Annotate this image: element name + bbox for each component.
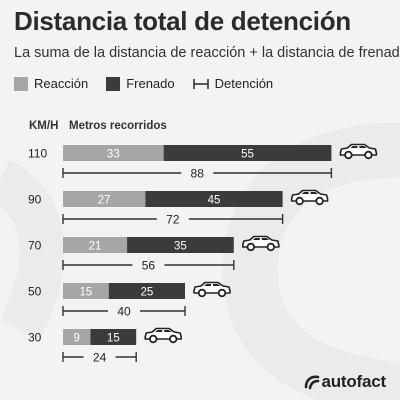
car-icon-90 (292, 191, 328, 205)
label-detencion-50: 40 (117, 305, 131, 319)
speed-label-30: 30 (28, 331, 42, 345)
label-frenado-70: 35 (174, 241, 187, 253)
speed-label-70: 70 (28, 239, 42, 253)
car-icon-30 (145, 329, 181, 343)
label-frenado-90: 45 (208, 195, 221, 207)
speed-label-90: 90 (28, 193, 42, 207)
car-icon-70 (243, 237, 279, 251)
label-detencion-110: 88 (191, 167, 205, 181)
label-detencion-30: 24 (93, 351, 107, 365)
speed-label-50: 50 (28, 285, 42, 299)
label-frenado-110: 55 (241, 149, 254, 161)
speed-label-110: 110 (28, 147, 47, 161)
label-reaccion-30: 9 (74, 333, 80, 345)
brand-name: autofact (321, 372, 386, 392)
brand-mark-icon (303, 373, 321, 391)
label-frenado-50: 25 (140, 287, 153, 299)
brand-logo: autofact (303, 372, 386, 392)
label-frenado-30: 15 (107, 333, 120, 345)
label-reaccion-50: 15 (79, 287, 92, 299)
label-detencion-90: 72 (166, 213, 180, 227)
label-reaccion-70: 21 (89, 241, 102, 253)
label-reaccion-90: 27 (98, 195, 111, 207)
car-icon-110 (340, 145, 376, 159)
label-reaccion-110: 33 (107, 149, 120, 161)
label-detencion-70: 56 (142, 259, 156, 273)
car-icon-50 (194, 283, 230, 297)
